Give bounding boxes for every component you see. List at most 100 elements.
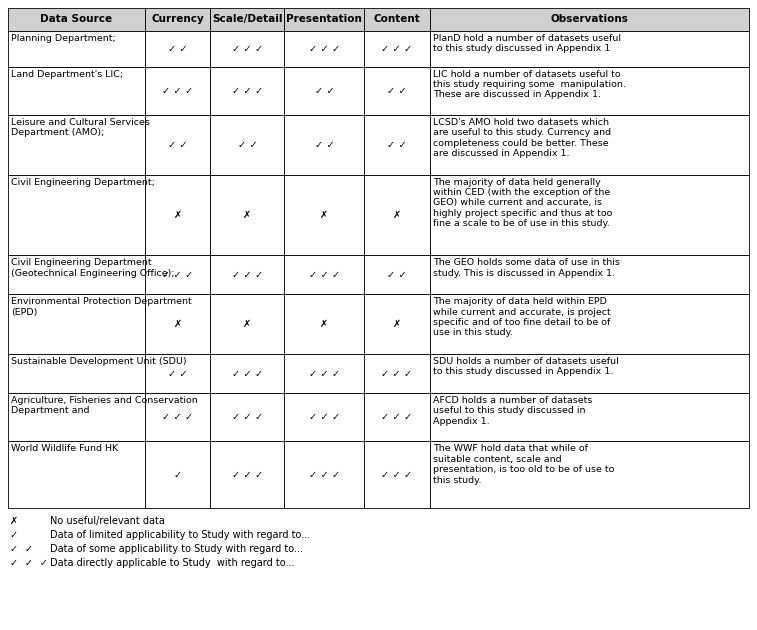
Text: ✗: ✗ — [173, 319, 182, 329]
Text: ✓ ✓: ✓ ✓ — [388, 270, 407, 280]
Text: ✓ ✓ ✓: ✓ ✓ ✓ — [162, 270, 193, 280]
Bar — [145, 393, 210, 442]
Text: ✗: ✗ — [393, 319, 401, 329]
Bar — [210, 354, 285, 393]
Bar — [285, 255, 364, 294]
Bar — [364, 442, 430, 508]
Bar — [145, 255, 210, 294]
Text: ✓  ✓: ✓ ✓ — [10, 544, 33, 554]
Bar — [364, 31, 430, 67]
Text: Data of some applicability to Study with regard to...: Data of some applicability to Study with… — [50, 544, 303, 554]
Text: Leisure and Cultural Services
Department (AMO);: Leisure and Cultural Services Department… — [11, 118, 150, 137]
Text: ✓ ✓: ✓ ✓ — [168, 369, 188, 379]
Bar — [210, 67, 285, 115]
Bar — [364, 67, 430, 115]
Text: Civil Engineering Department;: Civil Engineering Department; — [11, 178, 155, 186]
Bar — [430, 442, 749, 508]
Text: LIC hold a number of datasets useful to
this study requiring some  manipulation.: LIC hold a number of datasets useful to … — [433, 70, 625, 100]
Bar — [285, 8, 364, 31]
Text: ✓ ✓ ✓: ✓ ✓ ✓ — [232, 44, 263, 54]
Text: The majority of data held generally
within CED (with the exception of the
GEO) w: The majority of data held generally with… — [433, 178, 612, 228]
Bar — [285, 294, 364, 354]
Text: Civil Engineering Department
(Geotechnical Engineering Office);: Civil Engineering Department (Geotechnic… — [11, 258, 175, 278]
Text: ✓ ✓ ✓: ✓ ✓ ✓ — [309, 44, 340, 54]
Bar — [8, 67, 145, 115]
Bar — [364, 354, 430, 393]
Bar — [8, 8, 145, 31]
Bar — [8, 393, 145, 442]
Bar — [210, 175, 285, 255]
Bar — [430, 8, 749, 31]
Text: Sustainable Development Unit (SDU): Sustainable Development Unit (SDU) — [11, 357, 187, 366]
Text: ✓ ✓ ✓: ✓ ✓ ✓ — [382, 369, 413, 379]
Text: ✓ ✓ ✓: ✓ ✓ ✓ — [382, 44, 413, 54]
Bar — [285, 67, 364, 115]
Text: Agriculture, Fisheries and Conservation
Department and: Agriculture, Fisheries and Conservation … — [11, 396, 198, 415]
Text: The GEO holds some data of use in this
study. This is discussed in Appendix 1.: The GEO holds some data of use in this s… — [433, 258, 619, 278]
Bar — [430, 354, 749, 393]
Text: No useful/relevant data: No useful/relevant data — [50, 516, 165, 526]
Bar — [145, 175, 210, 255]
Text: ✓ ✓ ✓: ✓ ✓ ✓ — [382, 412, 413, 422]
Text: Presentation: Presentation — [286, 14, 363, 25]
Bar — [430, 175, 749, 255]
Text: Land Department's LIC;: Land Department's LIC; — [11, 70, 123, 79]
Text: ✗: ✗ — [320, 319, 329, 329]
Bar — [8, 354, 145, 393]
Text: ✓ ✓ ✓: ✓ ✓ ✓ — [232, 470, 263, 479]
Bar — [8, 175, 145, 255]
Text: PlanD hold a number of datasets useful
to this study discussed in Appendix 1: PlanD hold a number of datasets useful t… — [433, 34, 621, 54]
Text: ✓ ✓: ✓ ✓ — [168, 44, 188, 54]
Text: Data of limited applicability to Study with regard to...: Data of limited applicability to Study w… — [50, 530, 310, 540]
Text: SDU holds a number of datasets useful
to this study discussed in Appendix 1.: SDU holds a number of datasets useful to… — [433, 357, 618, 376]
Bar — [430, 255, 749, 294]
Bar — [210, 255, 285, 294]
Bar — [145, 31, 210, 67]
Text: ✗: ✗ — [243, 210, 251, 220]
Bar — [364, 255, 430, 294]
Bar — [430, 294, 749, 354]
Bar — [145, 354, 210, 393]
Text: ✓  ✓  ✓: ✓ ✓ ✓ — [10, 558, 48, 568]
Text: ✗: ✗ — [393, 210, 401, 220]
Text: ✓ ✓: ✓ ✓ — [388, 140, 407, 150]
Bar — [430, 67, 749, 115]
Bar — [285, 442, 364, 508]
Text: ✓ ✓ ✓: ✓ ✓ ✓ — [232, 86, 263, 96]
Text: Scale/Detail: Scale/Detail — [212, 14, 282, 25]
Text: ✓ ✓ ✓: ✓ ✓ ✓ — [309, 369, 340, 379]
Text: ✓ ✓ ✓: ✓ ✓ ✓ — [232, 270, 263, 280]
Bar — [210, 31, 285, 67]
Text: Planning Department;: Planning Department; — [11, 34, 116, 43]
Text: ✗: ✗ — [320, 210, 329, 220]
Bar — [285, 354, 364, 393]
Bar — [145, 67, 210, 115]
Bar — [8, 255, 145, 294]
Text: AFCD holds a number of datasets
useful to this study discussed in
Appendix 1.: AFCD holds a number of datasets useful t… — [433, 396, 592, 426]
Text: ✓: ✓ — [173, 470, 182, 479]
Bar — [210, 393, 285, 442]
Bar — [364, 8, 430, 31]
Text: Data Source: Data Source — [40, 14, 113, 25]
Bar — [210, 8, 285, 31]
Text: ✓ ✓: ✓ ✓ — [315, 86, 335, 96]
Text: Content: Content — [374, 14, 420, 25]
Text: ✓ ✓: ✓ ✓ — [388, 86, 407, 96]
Text: ✗: ✗ — [10, 516, 18, 526]
Bar — [364, 393, 430, 442]
Text: ✗: ✗ — [243, 319, 251, 329]
Bar — [364, 175, 430, 255]
Text: ✓ ✓: ✓ ✓ — [238, 140, 257, 150]
Text: World Wildlife Fund HK: World Wildlife Fund HK — [11, 444, 118, 454]
Text: Data directly applicable to Study  with regard to...: Data directly applicable to Study with r… — [50, 558, 294, 568]
Bar — [210, 115, 285, 175]
Bar — [285, 31, 364, 67]
Text: ✓ ✓ ✓: ✓ ✓ ✓ — [309, 270, 340, 280]
Text: ✓ ✓ ✓: ✓ ✓ ✓ — [162, 412, 193, 422]
Bar — [285, 175, 364, 255]
Bar — [145, 294, 210, 354]
Bar — [8, 31, 145, 67]
Text: The WWF hold data that while of
suitable content, scale and
presentation, is too: The WWF hold data that while of suitable… — [433, 444, 614, 484]
Text: ✓ ✓ ✓: ✓ ✓ ✓ — [162, 86, 193, 96]
Text: ✗: ✗ — [173, 210, 182, 220]
